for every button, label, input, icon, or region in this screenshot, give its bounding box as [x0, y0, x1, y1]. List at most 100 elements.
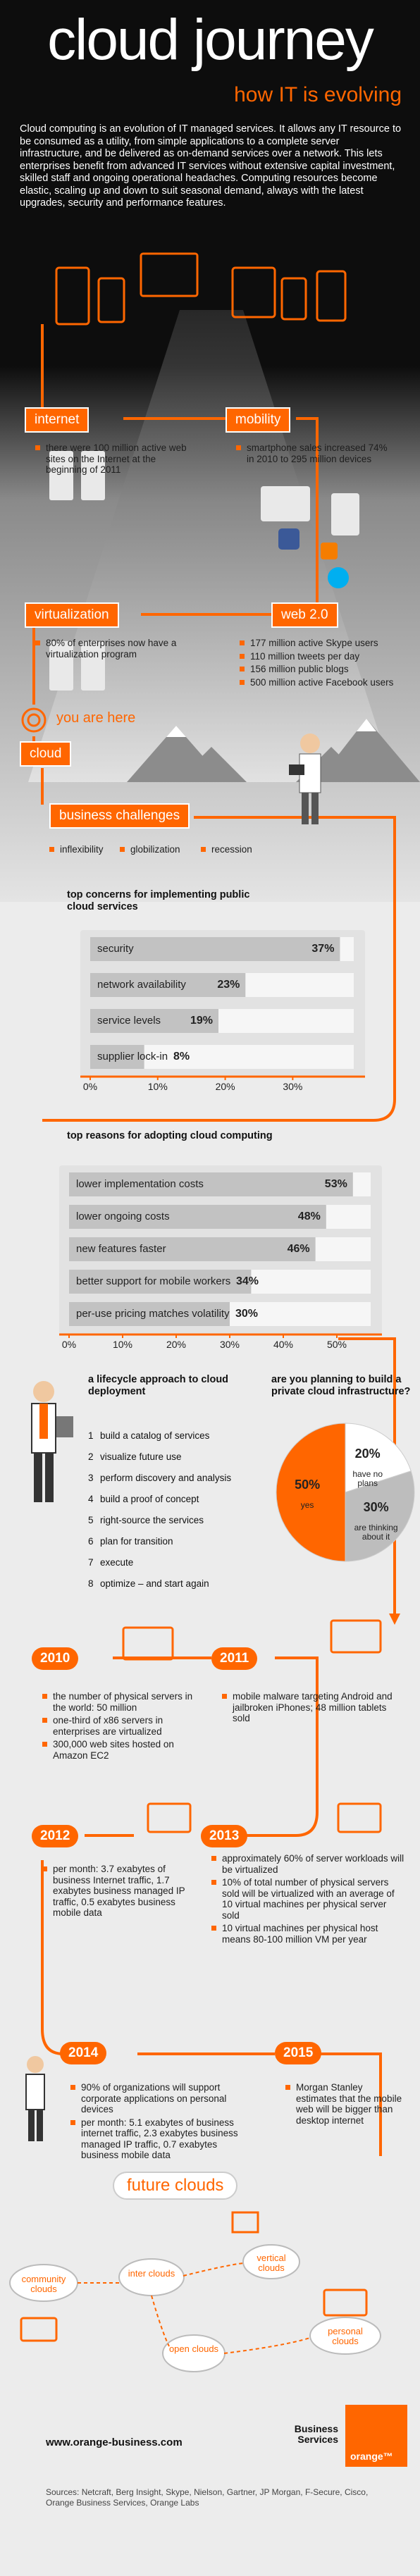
bar — [90, 1009, 218, 1033]
year-label: 2013 — [201, 1825, 248, 1847]
x-tick-label: 0% — [82, 1081, 98, 1092]
bar-category: lower ongoing costs — [76, 1210, 170, 1222]
bar-category: security — [97, 943, 134, 955]
bar-category: supplier lock-in — [97, 1051, 168, 1063]
bar-category: lower implementation costs — [76, 1178, 204, 1190]
bullet-list: Morgan Stanley estimates that the mobile… — [285, 2082, 405, 2128]
bullet-item: per month: 5.1 exabytes of business inte… — [70, 2117, 254, 2161]
bullet-list: approximately 60% of server workloads wi… — [211, 1853, 405, 1947]
bullet-item: 10 virtual machines per physical host me… — [211, 1923, 405, 1945]
year-label: 2015 — [275, 2042, 322, 2064]
devices — [55, 252, 347, 326]
challenge: inflexibility — [49, 844, 134, 857]
pie-category: have no plans — [352, 1469, 383, 1489]
bar — [69, 1302, 230, 1326]
stage-label: internet — [25, 407, 89, 433]
step-number: 5 — [88, 1515, 94, 1525]
bar-category: per-use pricing matches volatility — [76, 1308, 230, 1320]
step-number: 1 — [88, 1430, 94, 1441]
chart-title: top reasons for adopting cloud computing — [67, 1130, 273, 1141]
bar — [69, 1270, 252, 1294]
bullet-item: 300,000 web sites hosted on Amazon EC2 — [42, 1739, 208, 1761]
stage-label: virtualization — [25, 602, 119, 628]
subtitle: how IT is evolving — [234, 83, 402, 106]
challenge-item: inflexibility — [49, 844, 134, 855]
step-text: right-source the services — [100, 1515, 204, 1525]
bullet-list: smartphone sales increased 74% in 2010 t… — [236, 442, 391, 466]
pie-category: yes — [300, 1500, 314, 1510]
server-icons — [49, 451, 359, 691]
cloud-shapes — [9, 2244, 381, 2372]
bullet-list: mobile malware targeting Android and jai… — [222, 1691, 405, 1726]
bullet-item: smartphone sales increased 74% in 2010 t… — [236, 442, 391, 464]
bullet-item: 90% of organizations will support corpor… — [70, 2082, 254, 2115]
bar-value-label: 46% — [287, 1243, 310, 1255]
journey-line — [32, 324, 396, 2156]
bullet-item: approximately 60% of server workloads wi… — [211, 1853, 405, 1875]
bar-category: better support for mobile workers — [76, 1275, 231, 1287]
bullet-item: per month: 3.7 exabytes of business Inte… — [42, 1864, 201, 1919]
challenge-item: recession — [201, 844, 285, 855]
step-number: 3 — [88, 1473, 94, 1483]
step-number: 7 — [88, 1557, 94, 1568]
header-bg — [0, 0, 420, 366]
step-text: plan for transition — [100, 1536, 173, 1547]
bullet-list: 90% of organizations will support corpor… — [70, 2082, 254, 2163]
future-clouds-title: future clouds — [113, 2172, 238, 2200]
brand: orange™ — [350, 2451, 393, 2462]
pie-value-label: 20% — [354, 1447, 381, 1461]
bullet-item: 156 million public blogs — [240, 664, 416, 675]
x-tick-label: 0% — [61, 1339, 77, 1350]
bullet-item: one-third of x86 servers in enterprises … — [42, 1715, 208, 1737]
step-text: build a proof of concept — [100, 1494, 199, 1504]
x-tick-label: 10% — [112, 1339, 133, 1350]
cloud-type: community clouds — [21, 2274, 66, 2294]
step-text: build a catalog of services — [100, 1430, 210, 1441]
chart-title: are you planning to build a private clou… — [271, 1374, 411, 1397]
target-icon — [21, 707, 47, 733]
bar — [90, 937, 340, 961]
bar-category: service levels — [97, 1015, 161, 1027]
bullet-item: 80% of enterprises now have a virtualiza… — [35, 638, 197, 660]
step-text: execute — [100, 1557, 134, 1568]
cloud-devices — [20, 2211, 368, 2342]
bullet-item: mobile malware targeting Android and jai… — [222, 1691, 405, 1724]
sources: Sources: Netcraft, Berg Insight, Skype, … — [46, 2487, 369, 2508]
timeline-devices — [122, 1619, 382, 1833]
snow-caps — [166, 719, 376, 737]
bar — [90, 973, 246, 997]
bar-value-label: 53% — [324, 1178, 347, 1190]
cloud-type: vertical clouds — [257, 2253, 286, 2273]
year-label: 2010 — [32, 1647, 79, 1670]
intro-text: Cloud computing is an evolution of IT ma… — [20, 123, 402, 209]
pie-slice — [276, 1423, 346, 1562]
you-are-here: you are here — [56, 710, 136, 726]
step-number: 8 — [88, 1578, 94, 1589]
bullet-item: there were 100 million active web sites … — [35, 442, 190, 476]
timeline-person — [25, 2056, 45, 2141]
x-tick-label: 30% — [283, 1081, 303, 1092]
bullet-list: there were 100 million active web sites … — [35, 442, 190, 478]
bar-value-label: 8% — [173, 1051, 190, 1063]
bar-value-label: 19% — [190, 1015, 214, 1027]
pie-value-label: 50% — [295, 1478, 321, 1492]
bullet-item: 110 million tweets per day — [240, 651, 416, 662]
x-tick-label: 20% — [166, 1339, 187, 1350]
bullet-item: the number of physical servers in the wo… — [42, 1691, 208, 1713]
social-icons — [278, 528, 349, 588]
bar-value-label: 30% — [235, 1308, 259, 1320]
logo-square — [345, 2405, 407, 2467]
challenge: recession — [201, 844, 285, 857]
year-label: 2014 — [60, 2042, 107, 2064]
challenges-label: business challenges — [49, 803, 190, 829]
x-tick-label: 20% — [215, 1081, 235, 1092]
bar — [69, 1237, 316, 1261]
bar-value-label: 48% — [297, 1210, 321, 1222]
person — [289, 733, 321, 824]
bullet-list: 80% of enterprises now have a virtualiza… — [35, 638, 197, 662]
x-tick-label: 30% — [219, 1339, 240, 1350]
x-tick-label: 10% — [147, 1081, 168, 1092]
